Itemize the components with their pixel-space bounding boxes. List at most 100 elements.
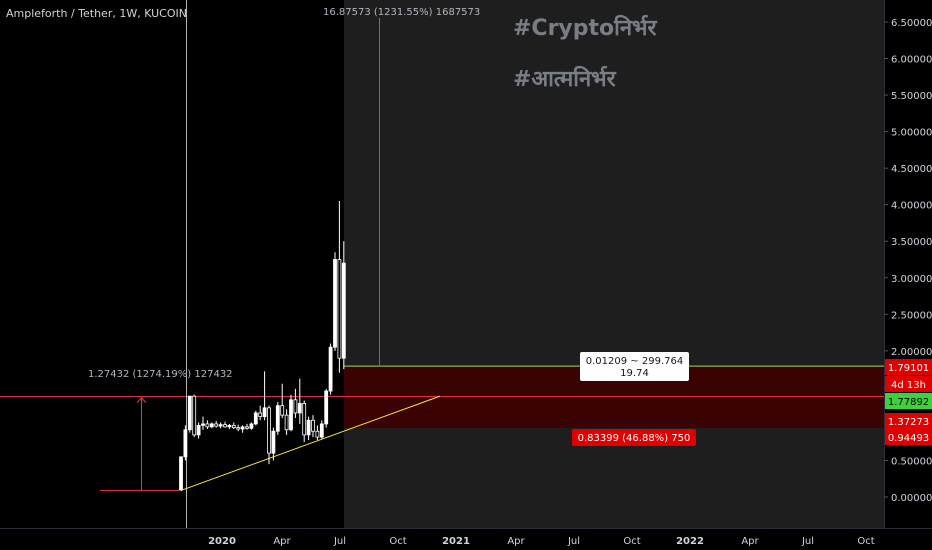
x-tick-label: Oct xyxy=(857,536,874,547)
candle xyxy=(245,423,249,430)
candle xyxy=(280,383,285,419)
candle-body xyxy=(258,412,263,418)
candle xyxy=(196,422,201,439)
candle xyxy=(293,388,298,419)
candle xyxy=(315,425,320,440)
watermark-line-1: #Cryptoनिर्भर xyxy=(513,16,657,41)
candle xyxy=(328,343,333,395)
candle-body xyxy=(324,390,329,425)
candle-body xyxy=(337,259,342,359)
price-tag-stop-bg xyxy=(885,429,932,445)
candle xyxy=(179,456,183,492)
candles xyxy=(179,201,346,492)
y-tick-label: 4.50000 xyxy=(891,164,932,175)
candle-body xyxy=(183,429,188,458)
support-trendline xyxy=(180,395,441,491)
y-tick-label: 5.00000 xyxy=(891,128,932,139)
candle xyxy=(297,378,302,424)
x-tick-label: 2020 xyxy=(208,536,236,547)
candle-body xyxy=(275,405,280,432)
y-tick-label: 2.00000 xyxy=(891,347,932,358)
candle-body xyxy=(302,403,307,436)
candle xyxy=(262,371,267,421)
x-tick-label: Jul xyxy=(801,536,814,547)
candle-body xyxy=(240,426,245,430)
candle-body xyxy=(218,424,223,427)
candle-body xyxy=(245,426,249,429)
candle xyxy=(306,416,311,440)
candle xyxy=(249,422,254,430)
price-tag-target-text: 1.79101 xyxy=(888,363,929,374)
x-tick-label: 2022 xyxy=(676,536,704,547)
candle xyxy=(231,422,236,430)
price-tag-target-bg xyxy=(885,359,932,375)
x-tick-label: Apr xyxy=(507,536,525,547)
candle xyxy=(236,424,241,432)
price-tag-last-bg xyxy=(885,393,932,409)
measure-arrow-head xyxy=(136,396,147,403)
candle-body xyxy=(289,399,293,431)
price-tag-entry-text: 1.37273 xyxy=(888,417,929,428)
candle-body xyxy=(262,407,267,418)
candle-body xyxy=(249,423,254,429)
candle-body xyxy=(293,399,298,414)
position-info-box xyxy=(580,352,689,381)
candle xyxy=(311,415,315,438)
x-tick-label: Jul xyxy=(333,536,346,547)
price-tag-entry: 1.37273 xyxy=(885,413,932,429)
candle xyxy=(302,400,307,443)
y-tick-label: 4.00000 xyxy=(891,201,932,212)
candle xyxy=(324,388,329,428)
price-tag-countdown-bg xyxy=(885,376,932,392)
candle-body xyxy=(209,423,214,428)
y-tick-label: 0.50000 xyxy=(891,456,932,467)
candle xyxy=(258,405,263,421)
candle xyxy=(267,405,271,465)
candle xyxy=(183,425,188,461)
candle-body xyxy=(223,424,227,428)
y-tick-label: 5.50000 xyxy=(891,91,932,102)
position-stop-box xyxy=(572,429,696,446)
candle-body xyxy=(319,423,324,438)
candle xyxy=(240,425,245,433)
y-tick-label: 2.50000 xyxy=(891,310,932,321)
candle xyxy=(209,422,214,429)
candle-body xyxy=(341,262,346,359)
y-tick-label: 6.50000 xyxy=(891,18,932,29)
candle-body xyxy=(267,407,271,454)
candle-body xyxy=(201,423,205,426)
candle xyxy=(218,422,223,429)
price-tag-countdown: 4d 13h xyxy=(885,376,932,392)
candle-body xyxy=(214,423,219,427)
candle xyxy=(187,395,192,433)
candle-body xyxy=(231,424,236,428)
candle-body xyxy=(227,424,232,428)
candle xyxy=(205,420,210,430)
candle xyxy=(253,410,258,426)
candle-body xyxy=(253,412,258,425)
y-tick-label: 3.00000 xyxy=(891,274,932,285)
candle-body xyxy=(297,403,302,414)
price-tag-last-text: 1.77892 xyxy=(888,397,929,408)
price-tag-last: 1.77892 xyxy=(885,393,932,409)
candle xyxy=(192,394,197,438)
candle xyxy=(337,201,342,373)
candle xyxy=(227,423,232,430)
y-tick-label: 6.00000 xyxy=(891,55,932,66)
candle xyxy=(319,420,324,439)
position-info-line-1: 0.01209 ~ 299.764 xyxy=(586,356,683,367)
x-tick-label: 2021 xyxy=(442,536,470,547)
candle xyxy=(341,241,346,370)
candle xyxy=(271,427,276,461)
symbol-title[interactable]: Ampleforth / Tether, 1W, KUCOIN xyxy=(6,7,187,20)
position-info-line-2: 19.74 xyxy=(620,368,649,379)
candle-body xyxy=(187,395,192,431)
price-tag-target: 1.79101 xyxy=(885,359,932,375)
price-tag-stop: 0.94493 xyxy=(885,429,932,445)
price-tag-stop-text: 0.94493 xyxy=(888,433,929,444)
candle xyxy=(201,416,205,430)
x-tick-label: Oct xyxy=(623,536,640,547)
x-tick-label: Apr xyxy=(741,536,759,547)
